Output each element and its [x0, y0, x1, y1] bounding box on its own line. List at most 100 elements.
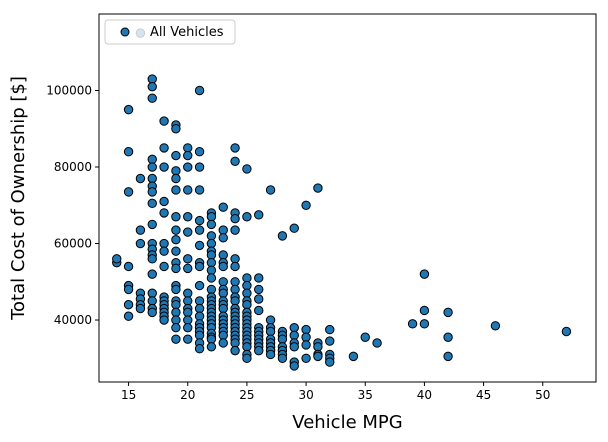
data-point — [147, 162, 157, 172]
data-point — [206, 334, 217, 344]
data-point — [171, 124, 181, 134]
data-point — [218, 330, 228, 341]
data-point — [206, 212, 217, 222]
data-point — [147, 219, 157, 230]
data-point — [254, 345, 264, 356]
plot-area — [99, 14, 596, 382]
data-point — [147, 187, 157, 197]
data-point — [206, 265, 217, 275]
data-point — [147, 154, 157, 165]
x-tick-label: 35 — [358, 388, 373, 402]
data-point — [147, 74, 157, 84]
data-point — [183, 143, 193, 153]
data-point — [171, 334, 181, 344]
data-point — [360, 332, 370, 342]
x-tick-label: 50 — [535, 388, 550, 402]
data-point — [171, 322, 181, 333]
data-point — [147, 81, 157, 92]
data-point — [194, 185, 205, 195]
data-point — [372, 338, 382, 348]
data-point — [147, 288, 157, 298]
data-point — [171, 284, 181, 295]
data-point — [325, 324, 335, 335]
data-point — [313, 351, 323, 362]
data-point — [183, 150, 193, 161]
data-point — [194, 311, 205, 321]
data-point — [183, 315, 193, 325]
data-point — [194, 303, 205, 314]
y-tick-label: 40000 — [54, 313, 92, 327]
data-point — [206, 250, 217, 260]
plot-frame — [98, 13, 597, 383]
data-point — [218, 288, 228, 298]
data-point — [206, 238, 217, 249]
data-point — [242, 164, 252, 174]
data-point — [147, 307, 157, 318]
data-point — [242, 273, 252, 283]
data-point — [194, 85, 205, 96]
data-point — [230, 143, 240, 153]
data-point — [265, 185, 276, 195]
data-point — [183, 162, 193, 172]
data-point — [159, 246, 169, 256]
data-point — [301, 200, 311, 210]
data-point — [313, 342, 323, 352]
data-point — [171, 263, 181, 274]
data-point — [277, 231, 288, 241]
data-point — [183, 227, 193, 237]
data-point — [147, 198, 157, 209]
data-point — [230, 277, 240, 287]
data-point — [194, 280, 205, 291]
data-point — [301, 332, 311, 342]
data-point — [123, 187, 134, 197]
data-point — [171, 246, 181, 256]
data-point — [561, 326, 572, 337]
data-point — [159, 261, 169, 272]
data-point — [218, 233, 228, 243]
data-point — [242, 212, 252, 222]
legend: All Vehicles — [104, 19, 236, 45]
data-point — [230, 338, 240, 348]
data-point — [194, 240, 205, 251]
data-point — [230, 225, 240, 235]
data-point — [301, 324, 311, 335]
data-point — [147, 173, 157, 184]
data-point — [242, 300, 252, 310]
data-point — [419, 269, 430, 279]
data-point — [206, 284, 217, 295]
data-point — [218, 250, 228, 260]
data-point — [254, 294, 264, 304]
data-point — [194, 147, 205, 157]
data-point — [301, 340, 311, 350]
data-point — [230, 156, 240, 166]
y-tick-label: 100000 — [46, 84, 92, 98]
data-point — [289, 330, 299, 341]
data-point — [135, 225, 146, 235]
data-point — [289, 342, 299, 352]
data-point — [301, 353, 311, 363]
x-tick-label: 30 — [298, 388, 313, 402]
data-point — [277, 334, 288, 344]
data-point — [147, 254, 157, 264]
y-axis-ticks: 40000 60000 80000 100000 — [46, 84, 99, 327]
data-point — [171, 300, 181, 310]
data-point — [218, 303, 228, 314]
y-tick-label: 60000 — [54, 237, 92, 251]
x-axis-ticks: 15 20 25 30 35 40 45 50 — [121, 382, 550, 402]
data-point — [171, 225, 181, 235]
data-point — [135, 238, 146, 249]
data-point — [348, 351, 359, 362]
data-point — [171, 234, 181, 245]
data-point — [242, 280, 252, 291]
data-point — [206, 342, 217, 352]
data-point — [159, 315, 169, 325]
data-point — [265, 315, 276, 325]
data-point — [159, 143, 169, 153]
data-point — [123, 147, 134, 157]
data-point — [171, 212, 181, 222]
data-point — [218, 277, 228, 287]
data-point — [194, 330, 205, 341]
data-point — [135, 303, 146, 314]
data-point — [123, 261, 134, 272]
data-point — [183, 254, 193, 264]
